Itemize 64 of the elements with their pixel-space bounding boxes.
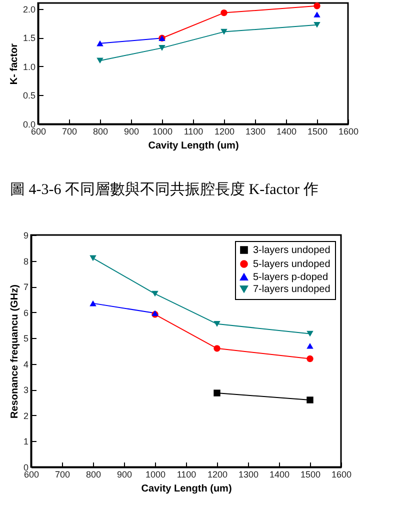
point — [306, 342, 314, 349]
y-tick-label: 7 — [23, 282, 28, 292]
point — [90, 300, 96, 306]
legend-label: 3-layers undoped — [253, 245, 330, 256]
x-tick-label: 900 — [124, 126, 140, 136]
x-tick-label: 1600 — [331, 470, 352, 480]
x-tick-label: 900 — [116, 470, 132, 480]
x-tick-label: 1300 — [245, 126, 266, 136]
x-tick-label: 1100 — [176, 470, 196, 480]
x-axis-title: Cavity Length (um) — [148, 140, 239, 152]
caption: 圖 4-3-6 不同層數與不同共振腔長度 K-factor 作 — [9, 180, 320, 199]
x-tick-label: 1000 — [152, 126, 173, 136]
point — [314, 12, 320, 18]
x-tick-label: 700 — [54, 470, 70, 480]
point — [96, 58, 104, 64]
y-axis-title: Resonance frequancu (GHz) — [9, 284, 20, 418]
x-tick-label: 1300 — [238, 470, 259, 480]
y-tick-label: 4 — [23, 359, 28, 370]
point — [306, 396, 314, 404]
x-tick-label: 1400 — [269, 470, 290, 480]
point — [214, 390, 220, 396]
x-tick-label: 1100 — [184, 126, 204, 136]
point — [96, 40, 104, 46]
point — [220, 9, 228, 16]
point — [90, 255, 96, 262]
point — [314, 2, 320, 10]
x-tick-label: 600 — [24, 470, 40, 480]
x-tick-label: 600 — [30, 126, 46, 136]
point — [158, 45, 166, 51]
y-tick-label: 2.0 — [22, 4, 36, 14]
y-tick-label: 0.5 — [22, 90, 36, 101]
point — [314, 22, 320, 28]
x-tick-label: 800 — [86, 470, 102, 480]
legend-label: 5-layers undoped — [253, 259, 330, 270]
y-tick-label: 0 — [23, 462, 28, 472]
y-tick-label: 1 — [23, 436, 28, 447]
y-tick-label: 1.0 — [22, 62, 36, 72]
x-axis-title: Cavity Length (um) — [141, 484, 232, 494]
legend-label: 5-layers p-doped — [253, 272, 328, 283]
point — [306, 355, 314, 362]
y-tick-label: 8 — [23, 256, 28, 266]
x-tick-label: 1400 — [276, 126, 297, 136]
y-tick-label: 9 — [23, 230, 28, 240]
x-tick-label: 1600 — [338, 126, 359, 136]
y-tick-label: 5 — [23, 334, 28, 344]
x-tick-label: 800 — [92, 126, 108, 136]
y-tick-label: 3 — [23, 385, 28, 396]
point — [152, 290, 158, 297]
x-tick-label: 1200 — [214, 126, 235, 136]
y-axis-title: K- factor — [8, 43, 20, 85]
y-tick-label: 1.5 — [22, 33, 36, 44]
point — [214, 345, 220, 352]
point — [214, 321, 220, 327]
y-tick-label: 6 — [23, 308, 28, 318]
x-tick-label: 1500 — [307, 126, 328, 136]
x-tick-label: 1200 — [207, 470, 228, 480]
point — [306, 330, 314, 337]
x-tick-label: 1500 — [300, 470, 321, 480]
legend-label: 7-layers undoped — [253, 284, 330, 295]
x-tick-label: 700 — [62, 126, 78, 136]
point — [220, 28, 228, 35]
y-tick-label: 2 — [23, 410, 28, 421]
y-tick-label: 0.0 — [22, 120, 36, 130]
x-tick-label: 1000 — [145, 470, 166, 480]
